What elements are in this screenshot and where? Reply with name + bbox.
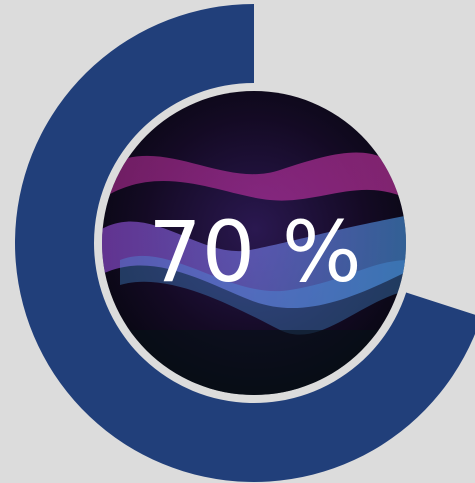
progress-label: 70 % [148, 203, 361, 301]
page: 70 % (() => { const data = JSON.parse(do… [0, 0, 475, 483]
chart: 70 % [0, 0, 475, 483]
